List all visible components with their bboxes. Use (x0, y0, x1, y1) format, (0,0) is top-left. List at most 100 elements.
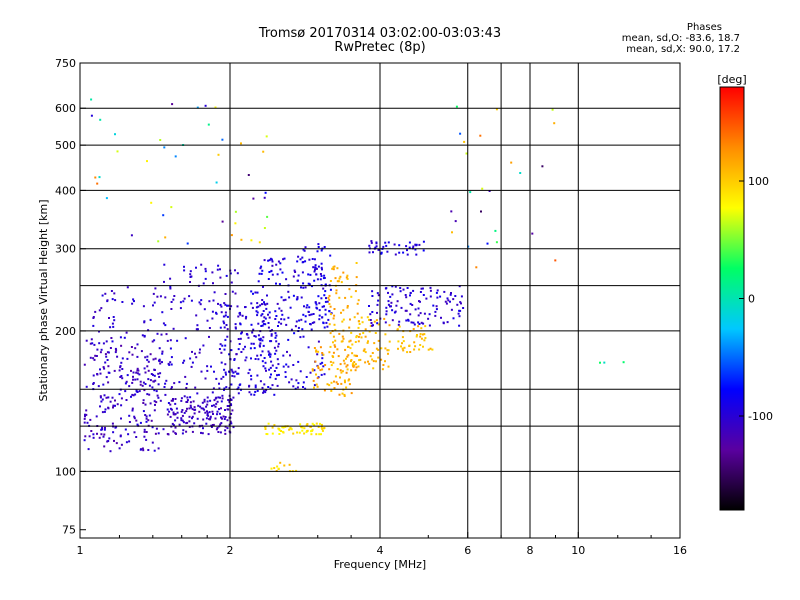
scatter-point (257, 322, 260, 325)
scatter-point (206, 365, 209, 368)
scatter-point (202, 427, 204, 430)
scatter-point (358, 359, 361, 362)
scatter-point (406, 253, 409, 256)
scatter-point (348, 340, 351, 343)
scatter-point (141, 384, 144, 387)
scatter-point (424, 325, 427, 328)
scatter-point (195, 266, 197, 269)
scatter-point (250, 374, 253, 377)
scatter-point (259, 354, 262, 357)
scatter-point (203, 398, 206, 401)
scatter-point (519, 172, 522, 174)
scatter-point (225, 274, 228, 277)
scatter-point (312, 266, 315, 269)
scatter-point (262, 310, 265, 312)
scatter-point (321, 357, 324, 360)
scatter-point (296, 297, 299, 300)
scatter-point (304, 320, 307, 323)
scatter-point (171, 422, 174, 425)
scatter-point (172, 430, 175, 433)
scatter-point (226, 315, 229, 318)
scatter-point (254, 291, 257, 294)
scatter-point (178, 423, 181, 426)
scatter-point (174, 432, 177, 435)
scatter-point (301, 271, 304, 274)
scatter-point (118, 393, 121, 396)
scatter-point (90, 98, 93, 101)
scatter-point (348, 288, 351, 291)
scatter-point (347, 345, 350, 348)
scatter-point (228, 405, 231, 407)
scatter-point (104, 426, 106, 429)
scatter-point (270, 258, 273, 261)
scatter-point (152, 292, 155, 295)
scatter-point (368, 362, 371, 365)
scatter-point (361, 321, 364, 324)
scatter-point (412, 328, 415, 330)
scatter-point (226, 335, 229, 338)
scatter-point (320, 266, 323, 269)
scatter-point (191, 408, 194, 411)
scatter-point (109, 347, 112, 349)
scatter-point (321, 316, 324, 319)
scatter-point (119, 336, 122, 339)
scatter-point (285, 278, 288, 281)
scatter-point (287, 290, 290, 293)
scatter-point (271, 364, 274, 367)
scatter-point (287, 316, 290, 319)
scatter-point (112, 325, 115, 328)
scatter-point (324, 313, 327, 316)
scatter-point (443, 290, 446, 293)
scatter-point (236, 372, 239, 375)
scatter-point (151, 426, 154, 429)
scatter-point (237, 367, 240, 370)
scatter-point (263, 301, 265, 304)
scatter-point (114, 404, 116, 407)
scatter-point (155, 427, 158, 430)
scatter-point (102, 366, 105, 369)
scatter-point (141, 447, 144, 450)
scatter-point (188, 425, 191, 428)
scatter-point (254, 386, 257, 389)
scatter-point (120, 361, 123, 364)
scatter-point (316, 278, 319, 281)
scatter-point (332, 317, 335, 320)
scatter-point (248, 368, 251, 371)
scatter-point (183, 297, 186, 300)
scatter-point (165, 379, 168, 382)
scatter-point (263, 316, 266, 319)
scatter-point (121, 377, 124, 380)
scatter-point (301, 256, 304, 259)
scatter-point (219, 423, 222, 426)
scatter-point (436, 296, 439, 299)
scatter-point (385, 313, 388, 316)
scatter-point (356, 302, 359, 305)
scatter-point (223, 315, 226, 318)
scatter-point (265, 389, 268, 392)
scatter-point (341, 392, 344, 395)
scatter-point (152, 380, 155, 383)
scatter-point (220, 311, 223, 314)
scatter-point (255, 310, 258, 313)
scatter-point (346, 355, 349, 358)
scatter-point (247, 336, 250, 339)
scatter-point (250, 342, 253, 345)
scatter-point (460, 302, 462, 305)
scatter-point (195, 314, 198, 317)
scatter-point (323, 427, 326, 429)
scatter-point (320, 275, 323, 277)
scatter-point (211, 424, 214, 426)
scatter-point (239, 337, 242, 340)
scatter-point (273, 467, 276, 469)
scatter-point (207, 123, 210, 126)
scatter-point (280, 296, 283, 299)
scatter-point (279, 461, 282, 464)
scatter-point (145, 417, 148, 420)
scatter-point (292, 432, 295, 435)
scatter-point (89, 342, 92, 345)
scatter-point (131, 353, 134, 356)
scatter-point (196, 392, 199, 395)
scatter-point (120, 404, 123, 407)
scatter-point (213, 291, 216, 294)
scatter-point (422, 345, 424, 348)
